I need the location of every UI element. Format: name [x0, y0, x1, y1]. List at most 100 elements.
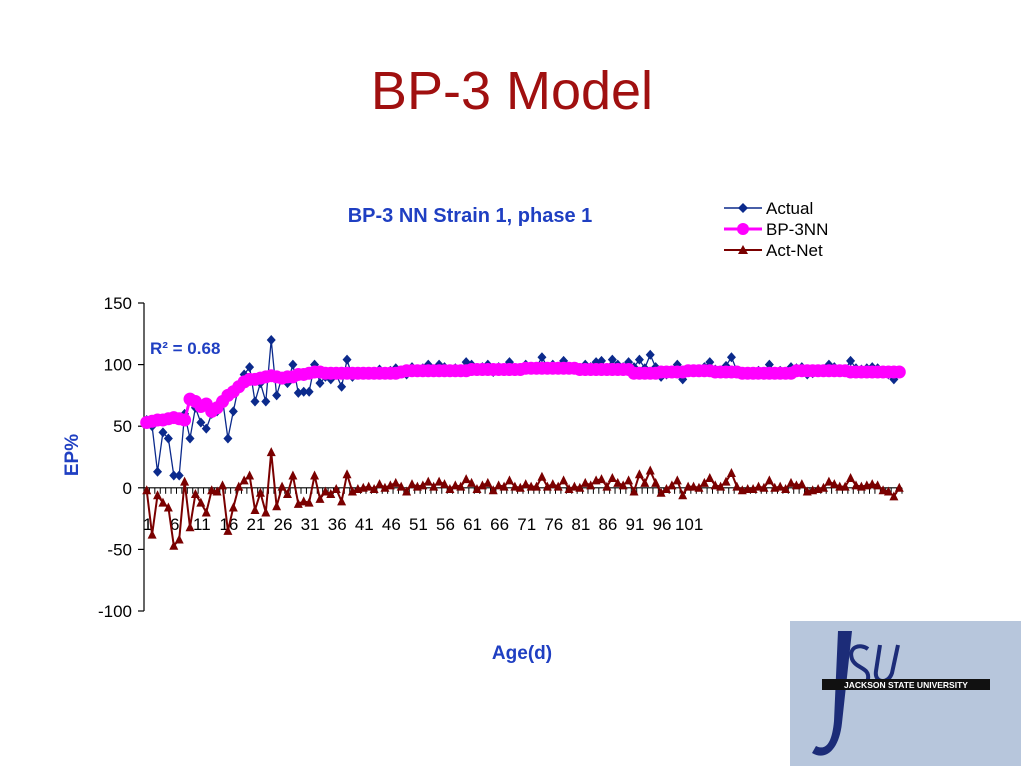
data-point: [597, 355, 607, 366]
data-point: [607, 472, 617, 482]
data-point: [185, 433, 195, 444]
data-point: [829, 479, 839, 489]
data-point: [726, 468, 736, 478]
legend-label-actnet: Act-Net: [766, 241, 823, 260]
data-point: [299, 496, 309, 506]
data-point: [315, 493, 325, 503]
x-tick-label: 96: [653, 515, 672, 534]
slide-title: BP-3 Model: [370, 61, 654, 121]
data-point: [532, 481, 542, 491]
data-point: [607, 354, 617, 365]
data-point: [250, 504, 260, 514]
data-point: [732, 481, 742, 491]
data-point: [212, 486, 222, 496]
data-point: [759, 482, 769, 492]
data-point: [499, 481, 509, 491]
series-act-net: [142, 447, 904, 550]
data-point: [223, 525, 233, 535]
legend-triangle-marker: [738, 245, 748, 254]
data-point: [147, 529, 157, 539]
data-point: [892, 365, 906, 379]
data-point: [337, 496, 347, 506]
legend-label-actual: Actual: [766, 199, 813, 218]
data-point: [142, 485, 152, 495]
data-point: [824, 476, 834, 486]
r-squared-annotation: R² = 0.68: [150, 339, 220, 358]
data-point: [672, 475, 682, 485]
data-point: [337, 381, 347, 392]
data-point: [418, 480, 428, 490]
data-point: [320, 486, 330, 496]
jsu-logo-graphic: JACKSON STATE UNIVERSITY: [812, 631, 990, 756]
data-point: [542, 481, 552, 491]
data-point: [396, 481, 406, 491]
data-point: [515, 482, 525, 492]
data-point: [564, 484, 574, 494]
data-point: [705, 472, 715, 482]
data-point: [678, 490, 688, 500]
data-point: [634, 354, 644, 365]
data-point: [163, 433, 173, 444]
data-point: [754, 481, 764, 491]
data-point: [575, 482, 585, 492]
data-point: [163, 502, 173, 512]
data-point: [228, 406, 238, 417]
data-point: [158, 427, 168, 438]
data-point: [266, 334, 276, 345]
data-point: [153, 466, 163, 477]
data-point: [488, 485, 498, 495]
data-point: [710, 480, 720, 490]
x-tick-label: 71: [517, 515, 536, 534]
data-point: [840, 481, 850, 491]
data-point: [775, 481, 785, 491]
jsu-logo: JACKSON STATE UNIVERSITY: [790, 621, 1021, 766]
data-point: [288, 359, 298, 370]
y-tick-label: -50: [107, 540, 132, 559]
data-point: [342, 469, 352, 479]
data-point: [380, 482, 390, 492]
legend: Actual BP-3NN Act-Net: [724, 199, 828, 260]
data-point: [548, 479, 558, 489]
data-point: [873, 480, 883, 490]
data-point: [716, 481, 726, 491]
y-tick-label: -100: [98, 602, 132, 621]
data-point: [402, 486, 412, 496]
data-point: [190, 488, 200, 498]
data-point: [634, 469, 644, 479]
data-point: [347, 486, 357, 496]
logo-text: JACKSON STATE UNIVERSITY: [844, 680, 968, 690]
data-point: [407, 479, 417, 489]
data-point: [385, 480, 395, 490]
data-point: [624, 475, 634, 485]
data-point: [158, 497, 168, 507]
data-point: [618, 480, 628, 490]
data-point: [201, 507, 211, 517]
data-point: [255, 487, 265, 497]
data-point: [266, 447, 276, 457]
data-point: [846, 472, 856, 482]
series-line: [146, 339, 900, 477]
data-point: [846, 355, 856, 366]
data-point: [429, 481, 439, 491]
data-point: [423, 476, 433, 486]
data-point: [174, 534, 184, 544]
data-point: [196, 497, 206, 507]
data-point: [277, 481, 287, 491]
x-tick-label: 86: [598, 515, 617, 534]
data-point: [169, 470, 179, 481]
data-point: [559, 475, 569, 485]
data-point: [521, 479, 531, 489]
data-point: [878, 485, 888, 495]
data-point: [613, 477, 623, 487]
x-tick-label: 26: [274, 515, 293, 534]
y-tick-label: 100: [104, 356, 132, 375]
x-tick-label: 66: [490, 515, 509, 534]
data-point: [439, 479, 449, 489]
data-point: [602, 481, 612, 491]
data-point: [699, 477, 709, 487]
data-point: [537, 471, 547, 481]
data-point: [494, 480, 504, 490]
data-point: [315, 378, 325, 389]
data-point: [667, 480, 677, 490]
